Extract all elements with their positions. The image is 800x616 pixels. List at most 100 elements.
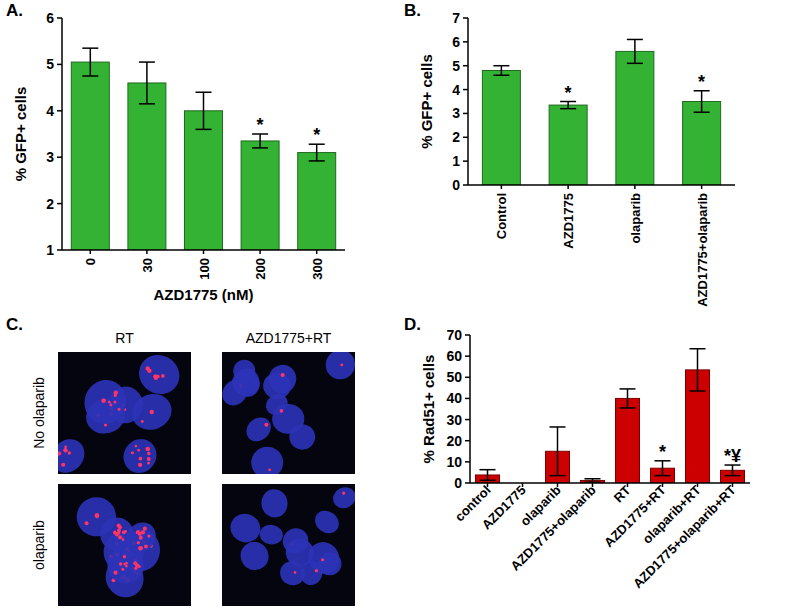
foci — [147, 452, 150, 455]
foci — [294, 571, 297, 574]
error-stem — [557, 427, 559, 476]
y-tick-label: 5 — [46, 56, 54, 72]
foci — [101, 399, 105, 403]
error-bar — [655, 461, 671, 476]
error-bar — [480, 470, 496, 481]
x-tick-label: AZD1775 — [561, 193, 576, 249]
column-label: AZD1775+RT — [246, 330, 332, 346]
error-bar — [585, 479, 601, 482]
foci — [117, 523, 121, 527]
error-stem — [316, 144, 318, 161]
image-panel: C.RTAZD1775+RTNo olaparibolaparib — [6, 315, 361, 606]
foci — [147, 534, 150, 537]
error-stem — [90, 48, 92, 76]
error-cap — [690, 390, 706, 392]
row-label: olaparib — [31, 520, 47, 570]
x-axis-label: AZD1775 (nM) — [153, 286, 253, 303]
y-tick-label: 0 — [454, 475, 462, 491]
foci — [131, 451, 134, 454]
foci — [113, 571, 117, 575]
x-tick — [697, 483, 699, 487]
x-tick — [522, 483, 524, 487]
error-cap — [620, 388, 636, 390]
y-tick-label: 3 — [46, 149, 54, 165]
error-bar — [309, 144, 325, 161]
x-tick — [567, 185, 569, 189]
y-tick-label: 60 — [446, 348, 462, 364]
y-tick — [463, 89, 468, 91]
foci — [281, 373, 285, 377]
nucleus — [262, 390, 292, 419]
error-cap — [627, 63, 643, 65]
micrograph — [222, 352, 355, 474]
error-cap — [82, 75, 98, 77]
error-cap — [550, 475, 566, 477]
foci — [149, 410, 153, 414]
nucleus — [276, 556, 310, 589]
error-bar — [252, 134, 268, 148]
y-tick-label: 6 — [46, 10, 54, 26]
x-tick — [662, 483, 664, 487]
y-tick — [57, 249, 62, 251]
foci — [143, 527, 147, 531]
y-tick — [57, 64, 62, 66]
error-cap — [309, 160, 325, 162]
nucleus — [235, 536, 275, 576]
error-cap — [694, 111, 710, 113]
error-cap — [690, 348, 706, 350]
foci — [147, 462, 150, 465]
bar — [71, 62, 109, 250]
error-cap — [480, 480, 496, 482]
foci — [135, 445, 138, 448]
error-cap — [725, 475, 741, 477]
image-background — [58, 484, 191, 606]
foci — [113, 400, 116, 403]
error-bar — [690, 349, 706, 391]
x-tick-label: AZD1775+olaparib — [695, 193, 710, 307]
x-tick — [592, 483, 594, 487]
bar — [616, 398, 640, 483]
y-tick-label: 5 — [452, 58, 460, 74]
foci — [264, 423, 268, 427]
error-stem — [203, 92, 205, 129]
y-tick — [57, 110, 62, 112]
annotation: *¥ — [724, 446, 741, 466]
x-tick-label: Control — [494, 193, 509, 239]
y-tick — [463, 17, 468, 19]
nucleus — [69, 490, 124, 544]
error-bar — [725, 465, 741, 476]
y-axis — [61, 18, 63, 250]
nucleus — [79, 374, 133, 429]
x-tick-label: RT — [611, 482, 634, 505]
foci — [68, 451, 71, 454]
y-tick-label: 70 — [446, 327, 462, 343]
y-axis — [469, 335, 471, 483]
x-tick — [627, 483, 629, 487]
annotation: * — [257, 115, 264, 135]
error-stem — [567, 102, 569, 109]
bar — [298, 153, 336, 250]
foci — [141, 420, 144, 423]
foci — [121, 568, 124, 571]
y-tick — [465, 419, 470, 421]
y-tick — [463, 137, 468, 139]
error-bar — [560, 102, 576, 109]
y-axis-label: % GFP+ cells — [12, 87, 29, 182]
error-bar — [493, 66, 509, 76]
foci — [340, 364, 343, 367]
nucleus — [314, 548, 347, 581]
foci — [113, 531, 117, 535]
x-axis — [470, 482, 750, 484]
foci — [119, 562, 123, 566]
foci — [280, 409, 284, 413]
foci — [114, 394, 117, 397]
x-tick — [487, 483, 489, 487]
annotation: * — [698, 72, 705, 92]
micrograph — [222, 484, 355, 606]
error-bar — [550, 427, 566, 476]
panel-label: D. — [404, 315, 421, 334]
error-cap — [560, 108, 576, 110]
error-cap — [252, 147, 268, 149]
y-tick — [463, 113, 468, 115]
error-bar — [627, 39, 643, 63]
